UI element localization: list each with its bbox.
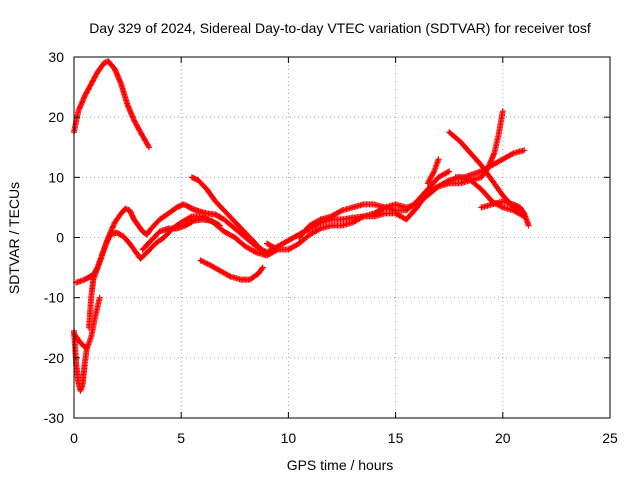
data-series-arc-6 bbox=[139, 216, 223, 253]
data-series-arc-1 bbox=[71, 58, 152, 151]
data-series-arc-8 bbox=[197, 257, 266, 283]
y-axis-label: SDTVAR / TECUs bbox=[6, 182, 22, 294]
x-axis-label: GPS time / hours bbox=[287, 457, 394, 473]
y-tick-label: 30 bbox=[48, 49, 64, 65]
data-series-arc-4 bbox=[86, 213, 281, 331]
data-series-arc-13 bbox=[452, 147, 528, 181]
y-tick-label: 0 bbox=[56, 230, 64, 246]
x-tick-label: 5 bbox=[177, 430, 185, 446]
y-tick-label: -10 bbox=[44, 290, 64, 306]
data-series-arc-9 bbox=[264, 108, 506, 253]
y-tick-label: -30 bbox=[44, 410, 64, 426]
x-tick-label: 20 bbox=[495, 430, 511, 446]
y-tick-label: -20 bbox=[44, 350, 64, 366]
x-tick-label: 15 bbox=[388, 430, 404, 446]
y-tick-label: 10 bbox=[48, 169, 64, 185]
data-points bbox=[71, 58, 532, 394]
axis-ticks: 0 5 10 15 20 25 -30 -20 -10 0 10 20 30 bbox=[44, 49, 618, 446]
x-tick-label: 0 bbox=[70, 430, 78, 446]
data-series-arc-10 bbox=[296, 168, 453, 241]
data-series-arc-14 bbox=[478, 198, 532, 229]
x-tick-label: 25 bbox=[602, 430, 618, 446]
chart-title: Day 329 of 2024, Sidereal Day-to-day VTE… bbox=[89, 20, 591, 36]
x-tick-label: 10 bbox=[281, 430, 297, 446]
data-series-arc-11 bbox=[424, 156, 442, 187]
y-tick-label: 20 bbox=[48, 109, 64, 125]
data-series-arc-5 bbox=[73, 174, 528, 286]
data-series-arc-7 bbox=[188, 174, 268, 258]
